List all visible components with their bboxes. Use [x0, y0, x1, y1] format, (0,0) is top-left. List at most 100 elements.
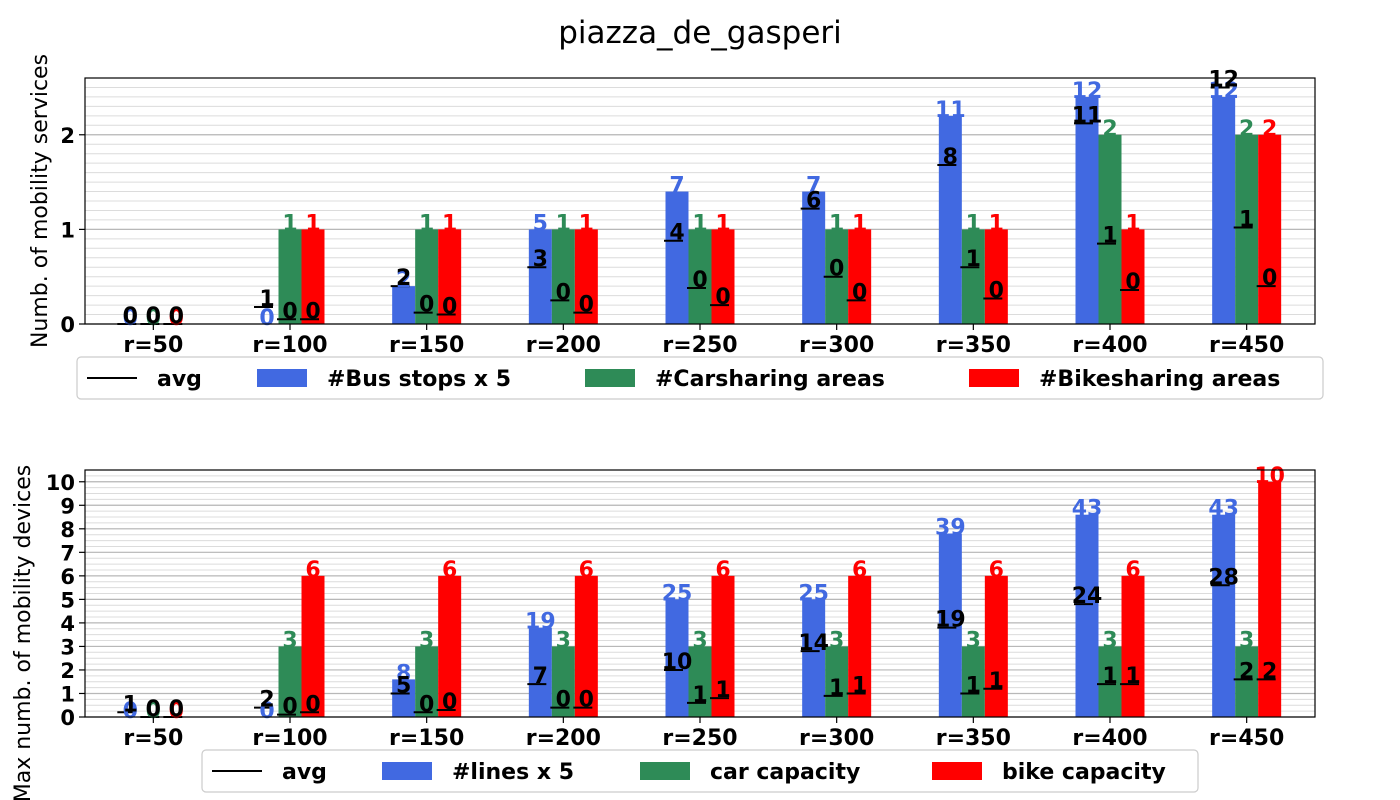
avg-label-bike: 1: [1125, 664, 1140, 689]
bar-car: [1098, 134, 1122, 324]
bar-car: [961, 646, 985, 717]
bar-bike: [438, 229, 462, 324]
data-label-bike: 1: [852, 211, 867, 236]
avg-label-bike: 0: [852, 280, 867, 305]
avg-label-bus: 14: [798, 631, 829, 656]
bar-bike: [574, 575, 598, 717]
avg-label-bike: 0: [1262, 266, 1277, 291]
bar-bike: [1258, 481, 1282, 717]
bar-bike: [984, 575, 1008, 717]
avg-label-bus: 28: [1208, 565, 1239, 590]
avg-label-car: 0: [692, 268, 707, 293]
avg-label-car: 2: [1239, 659, 1254, 684]
y-tick-label: 1: [60, 682, 75, 706]
avg-label-car: 1: [1102, 224, 1117, 249]
x-tick-label: r=400: [1072, 726, 1147, 751]
data-label-bus: 0: [123, 699, 138, 724]
legend-label-avg: avg: [282, 760, 327, 785]
bar-bike: [1121, 575, 1145, 717]
data-label-bike: 1: [715, 211, 730, 236]
x-tick-label: r=100: [252, 333, 327, 358]
data-label-bike: 0: [169, 699, 184, 724]
data-label-car: 1: [966, 211, 981, 236]
y-tick-label: 0: [60, 706, 75, 730]
avg-label-car: 0: [556, 280, 571, 305]
bar-bike: [848, 575, 872, 717]
bar-bike: [711, 229, 735, 324]
legend-label-bus: #Bus stops x 5: [327, 367, 511, 392]
x-tick-label: r=150: [389, 333, 464, 358]
data-label-bus: 8: [396, 661, 411, 686]
data-label-car: 2: [1239, 117, 1254, 142]
data-label-car: 3: [282, 628, 297, 653]
data-label-car: 3: [419, 628, 434, 653]
avg-label-car: 0: [146, 697, 161, 722]
avg-label-car: 0: [282, 695, 297, 720]
bar-bike: [301, 575, 325, 717]
data-label-bus: 25: [662, 581, 693, 606]
y-axis-label: Numb. of mobility services: [28, 54, 53, 348]
bar-bus: [665, 599, 689, 717]
data-label-bike: 1: [579, 211, 594, 236]
avg-label-car: 1: [1239, 207, 1254, 232]
avg-label-car: 0: [419, 293, 434, 318]
data-label-bike: 6: [442, 558, 457, 583]
bar-bike: [848, 229, 872, 324]
data-label-bike: 2: [1262, 117, 1277, 142]
bar-car: [278, 229, 302, 324]
avg-label-car: 0: [829, 257, 844, 282]
avg-label-car: 1: [1102, 664, 1117, 689]
data-label-car: 3: [556, 628, 571, 653]
avg-label-bus: 10: [662, 650, 693, 675]
data-label-bike: 0: [169, 306, 184, 331]
legend-label-avg: avg: [157, 367, 202, 392]
x-tick-label: r=100: [252, 726, 327, 751]
avg-label-bike: 0: [442, 295, 457, 320]
x-tick-label: r=350: [936, 726, 1011, 751]
data-label-bike: 1: [305, 211, 320, 236]
data-label-car: 1: [829, 211, 844, 236]
bar-bus: [392, 286, 416, 324]
data-label-bus: 43: [1072, 497, 1103, 522]
avg-label-bike: 0: [989, 278, 1004, 303]
data-label-bike: 1: [442, 211, 457, 236]
x-tick-label: r=300: [799, 726, 874, 751]
avg-label-bike: 0: [305, 299, 320, 324]
y-tick-label: 7: [60, 541, 75, 565]
data-label-car: 3: [1102, 628, 1117, 653]
avg-label-bus: 11: [1072, 103, 1103, 128]
data-label-car: 0: [146, 306, 161, 331]
data-label-bus: 7: [806, 174, 821, 199]
avg-label-bike: 1: [852, 673, 867, 698]
bar-car: [415, 229, 439, 324]
x-tick-label: r=400: [1072, 333, 1147, 358]
bar-bike: [1258, 134, 1282, 324]
bar-bike: [438, 575, 462, 717]
avg-label-bus: 3: [533, 247, 548, 272]
y-tick-label: 2: [60, 659, 75, 683]
y-tick-label: 6: [60, 565, 75, 589]
avg-label-bus: 19: [935, 608, 966, 633]
data-label-car: 1: [556, 211, 571, 236]
data-label-bus: 5: [533, 211, 548, 236]
y-tick-label: 4: [60, 612, 75, 636]
legend-swatch-car: [585, 369, 635, 387]
legend-label-car: car capacity: [710, 760, 860, 785]
data-label-bus: 19: [525, 610, 556, 635]
avg-label-bus: 1: [123, 692, 138, 717]
y-tick-label: 8: [60, 518, 75, 542]
data-label-car: 3: [1239, 628, 1254, 653]
avg-label-bus: 0: [123, 304, 138, 329]
bar-car: [688, 229, 712, 324]
bar-car: [825, 646, 849, 717]
data-label-bike: 6: [852, 558, 867, 583]
bar-car: [551, 646, 575, 717]
chart-title: piazza_de_gasperi: [558, 15, 842, 51]
data-label-bus: 25: [798, 581, 829, 606]
y-tick-label: 2: [60, 124, 75, 148]
data-label-bike: 1: [1125, 211, 1140, 236]
avg-label-car: 1: [966, 247, 981, 272]
avg-label-bike: 0: [579, 293, 594, 318]
data-label-bus: 43: [1208, 497, 1239, 522]
